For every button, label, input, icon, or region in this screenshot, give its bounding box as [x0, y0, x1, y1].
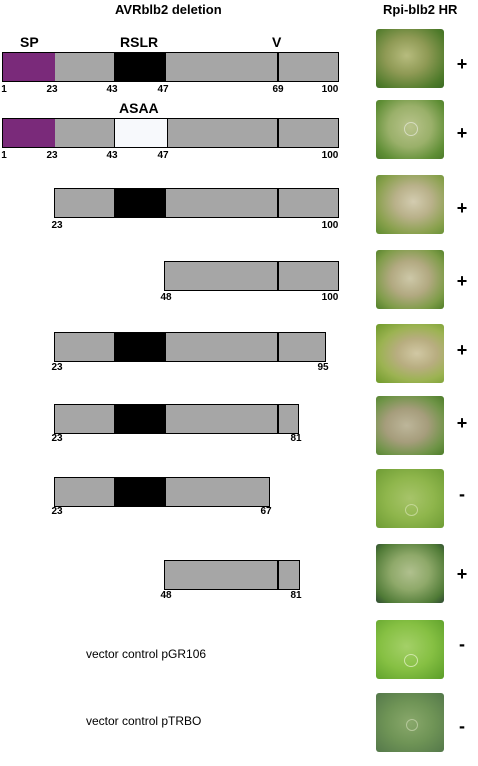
tick-label: 23: [51, 506, 63, 517]
leaf-photo-hr-positive: [376, 29, 444, 88]
construct-full-length: [2, 52, 339, 82]
tick-label: 69: [272, 84, 284, 95]
leaf-photo-hr-negative: [376, 469, 444, 528]
tick-label: 100: [321, 292, 339, 303]
v-marker: [277, 333, 279, 361]
construct-23-95: [54, 332, 326, 362]
signal-peptide-segment: [3, 53, 55, 81]
signal-peptide-segment: [3, 119, 55, 147]
v-marker: [277, 405, 279, 433]
diagram-title: AVRblb2 deletion: [115, 2, 222, 17]
construct-asaa-mutant: [2, 118, 339, 148]
construct-23-100: [54, 188, 339, 218]
tick-label: 23: [51, 362, 63, 373]
tick-label: 23: [51, 433, 63, 444]
tick-label: 23: [46, 150, 58, 161]
tick-label: 100: [321, 220, 339, 231]
vector-control-pgr106-label: vector control pGR106: [86, 647, 207, 661]
rslr-motif-segment: [114, 405, 166, 433]
v-marker: [277, 189, 279, 217]
hr-result-sign: +: [456, 54, 468, 74]
tick-label: 47: [157, 150, 169, 161]
hr-result-sign: +: [456, 271, 468, 291]
v-marker: [277, 119, 279, 147]
leaf-photo-hr-negative: [376, 620, 444, 679]
construct-48-100: [164, 261, 339, 291]
tick-label: 100: [321, 84, 339, 95]
tick-label: 23: [46, 84, 58, 95]
rslr-label: RSLR: [120, 34, 159, 50]
vector-control-ptrbo-label: vector control pTRBO: [86, 714, 202, 728]
hr-result-sign: -: [459, 716, 465, 736]
v-marker: [277, 53, 279, 81]
tick-label: 81: [290, 433, 302, 444]
tick-label: 1: [1, 84, 7, 95]
v-marker: [277, 561, 279, 589]
hr-result-sign: +: [456, 123, 468, 143]
construct-48-81: [164, 560, 300, 590]
sp-label: SP: [20, 34, 39, 50]
tick-label: 1: [1, 150, 7, 161]
v-label: V: [272, 34, 282, 50]
tick-label: 95: [317, 362, 329, 373]
v-marker: [277, 262, 279, 290]
result-column-title: Rpi-blb2 HR: [383, 2, 458, 17]
tick-label: 47: [157, 84, 169, 95]
asaa-motif-segment: [114, 119, 168, 147]
tick-label: 43: [106, 150, 118, 161]
tick-label: 100: [321, 150, 339, 161]
leaf-photo-hr-positive: [376, 100, 444, 159]
tick-label: 23: [51, 220, 63, 231]
hr-result-sign: +: [456, 413, 468, 433]
leaf-photo-hr-positive: [376, 250, 444, 309]
rslr-motif-segment: [114, 189, 166, 217]
tick-label: 67: [260, 506, 272, 517]
rslr-motif-segment: [114, 333, 166, 361]
rslr-motif-segment: [114, 478, 166, 506]
leaf-photo-hr-negative: [376, 693, 444, 752]
construct-23-81: [54, 404, 299, 434]
construct-23-67: [54, 477, 270, 507]
hr-result-sign: +: [456, 564, 468, 584]
leaf-photo-hr-positive: [376, 175, 444, 234]
hr-result-sign: +: [456, 198, 468, 218]
asaa-label: ASAA: [119, 100, 159, 116]
leaf-photo-hr-positive: [376, 544, 444, 603]
tick-label: 48: [160, 292, 172, 303]
hr-result-sign: -: [459, 484, 465, 504]
leaf-photo-hr-positive: [376, 324, 444, 383]
tick-label: 81: [290, 590, 302, 601]
rslr-motif-segment: [114, 53, 166, 81]
leaf-photo-hr-positive: [376, 396, 444, 455]
tick-label: 48: [160, 590, 172, 601]
hr-result-sign: +: [456, 340, 468, 360]
hr-result-sign: -: [459, 634, 465, 654]
tick-label: 43: [106, 84, 118, 95]
